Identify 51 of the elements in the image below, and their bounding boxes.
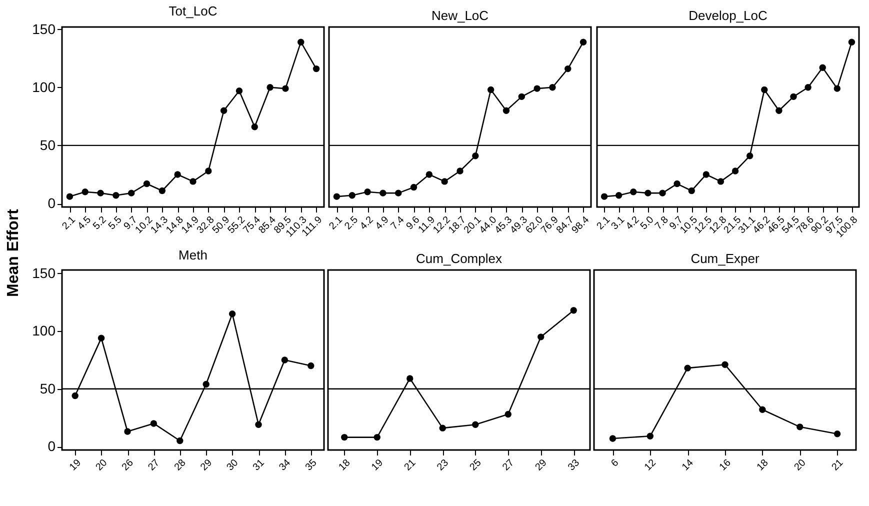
x-tick-label: 29 — [534, 457, 550, 474]
x-tick-label: 30 — [224, 457, 241, 474]
x-tick-label: 14 — [680, 457, 696, 474]
x-tick-label: 27 — [500, 457, 517, 474]
x-tick-label: 28 — [172, 457, 188, 474]
x-tick-label: 20 — [94, 457, 110, 474]
x-tick-label: 4.9 — [374, 214, 392, 232]
x-tick-label: 5.5 — [106, 214, 125, 232]
x-tick-label: 7.4 — [389, 214, 407, 232]
x-tick-label: 33 — [566, 457, 582, 474]
x-tick-label: 23 — [435, 457, 452, 474]
chart-title: Cum_Exper — [690, 251, 760, 266]
x-tick-label: 18 — [755, 457, 772, 474]
x-tick-label: 35 — [304, 457, 320, 474]
y-tick-label: 100 — [32, 322, 56, 339]
x-tick-label: 21 — [830, 457, 846, 474]
x-tick-label: 12 — [642, 457, 659, 474]
x-tick-label: 2.5 — [342, 214, 361, 232]
chart-title: New_LoC — [431, 8, 489, 23]
chart-title: Meth — [178, 247, 208, 262]
x-tick-label: 34 — [277, 457, 294, 474]
x-tick-label: 98.4 — [570, 214, 592, 236]
y-tick-label: 0 — [48, 195, 56, 212]
y-tick-label: 50 — [40, 380, 56, 396]
x-tick-label: 2.1 — [327, 214, 346, 232]
chart-title: Cum_Complex — [416, 251, 502, 266]
y-tick-label: 150 — [32, 264, 56, 281]
y-tick-label: 50 — [40, 136, 56, 153]
x-tick-label: 27 — [146, 457, 162, 474]
x-tick-label: 4.5 — [76, 214, 94, 232]
x-tick-label: 16 — [718, 457, 734, 474]
y-tick-label: 0 — [48, 438, 56, 454]
x-tick-label: 2.1 — [60, 214, 78, 232]
chart-title: Tot_LoC — [168, 3, 218, 18]
x-tick-label: 25 — [468, 457, 484, 474]
chart-title: Develop_LoC — [688, 8, 768, 23]
x-tick-label: 26 — [120, 457, 136, 474]
x-tick-label: 4.2 — [358, 214, 376, 232]
x-tick-label: 6 — [609, 457, 622, 470]
y-axis-title: Mean Effort — [5, 209, 23, 297]
x-tick-label: 5.2 — [91, 214, 110, 232]
x-tick-label: 20 — [792, 457, 808, 474]
x-tick-label: 18 — [337, 457, 353, 474]
x-tick-label: 29 — [198, 457, 215, 474]
y-tick-label: 150 — [32, 20, 56, 37]
x-tick-label: 19 — [68, 457, 84, 474]
y-tick-label: 100 — [32, 78, 56, 95]
x-tick-label: 3.1 — [610, 214, 628, 232]
x-tick-label: 19 — [370, 457, 386, 474]
x-tick-label: 31 — [251, 457, 268, 474]
x-tick-label: 21 — [402, 457, 418, 474]
